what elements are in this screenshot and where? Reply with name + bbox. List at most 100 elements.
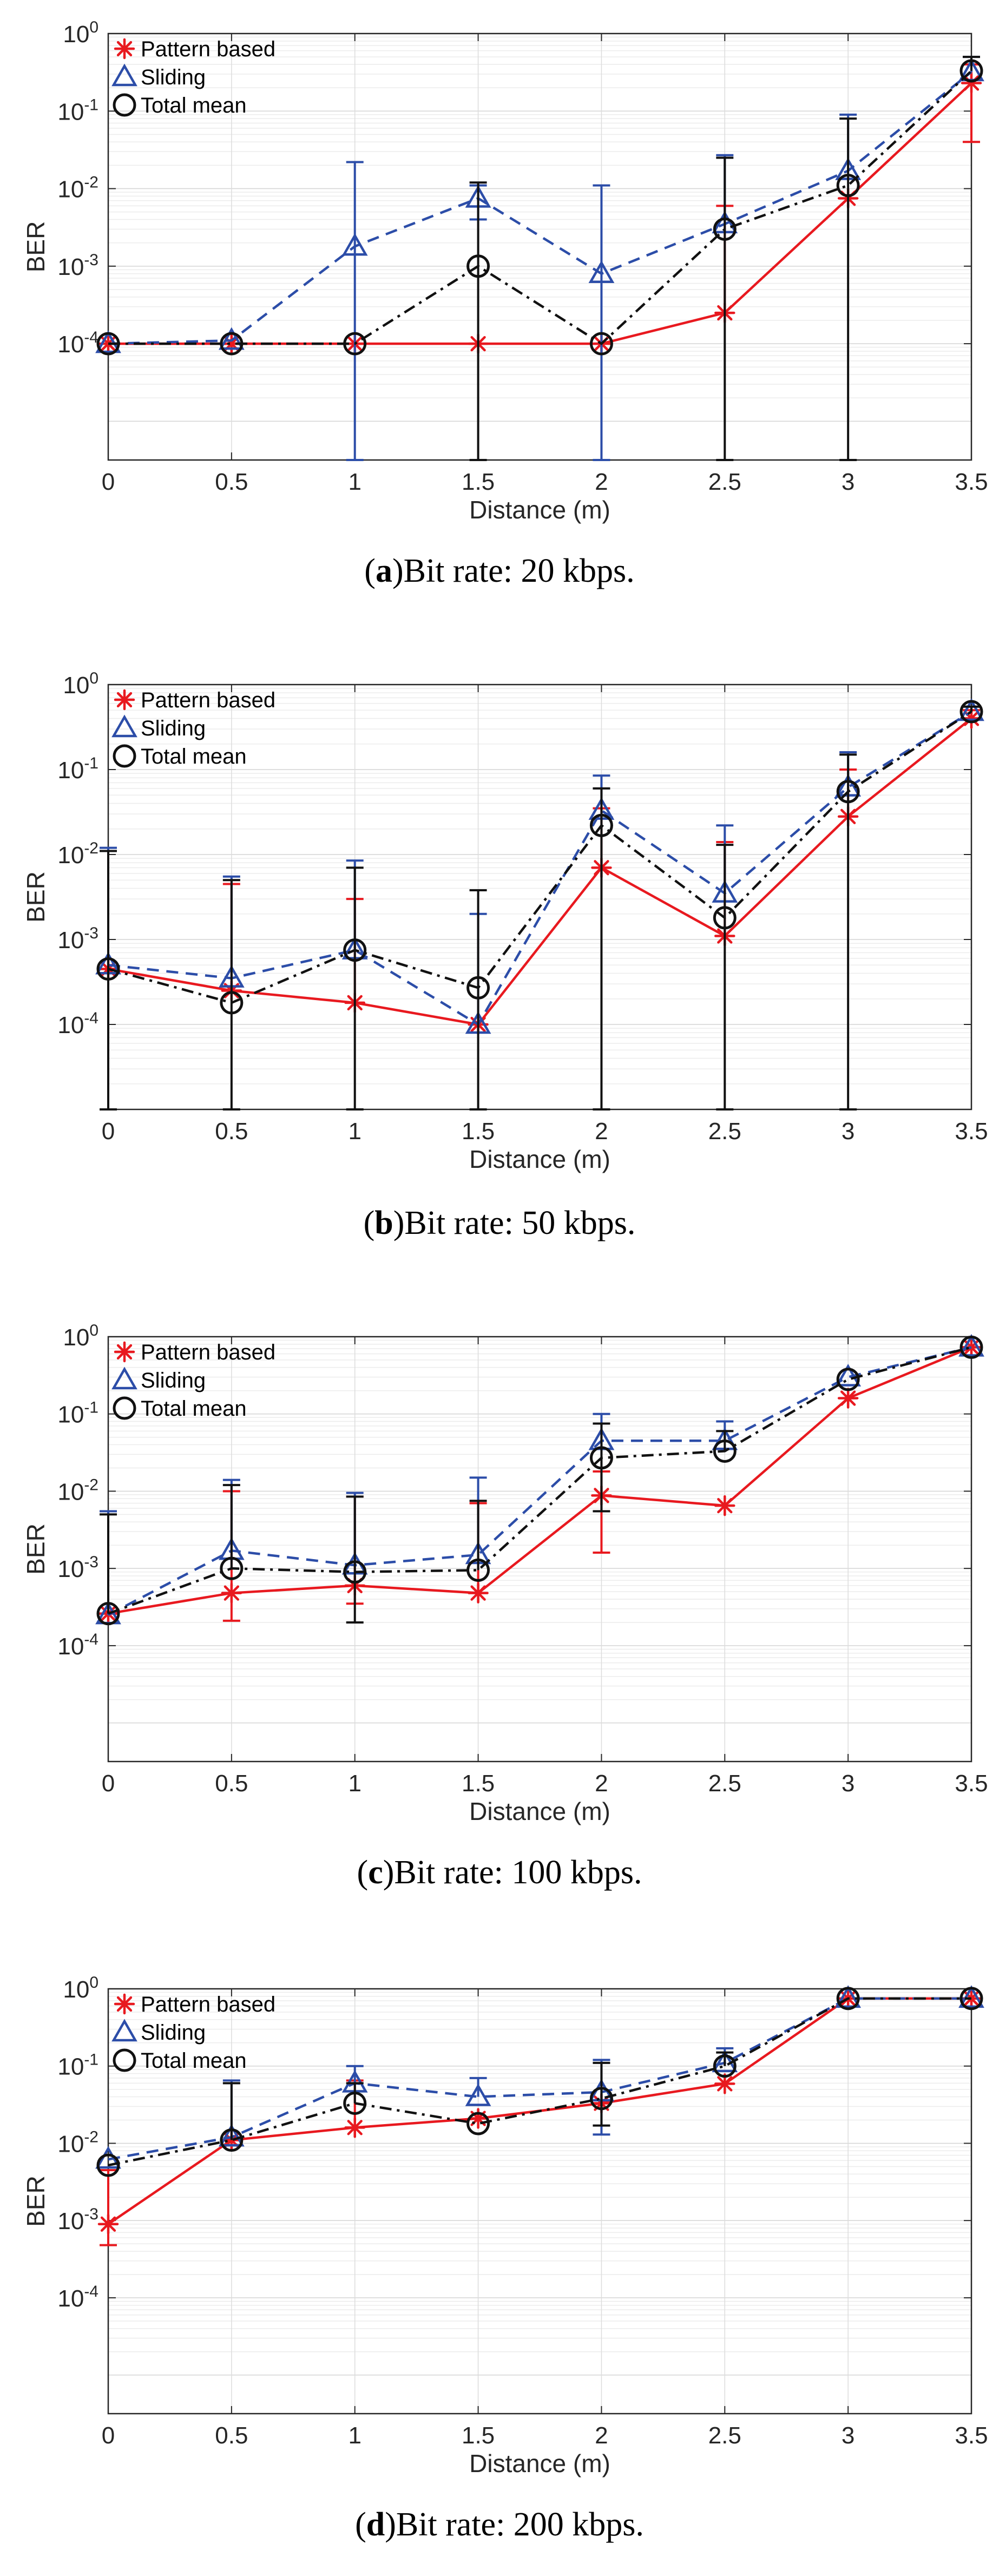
legend-marker	[114, 1341, 135, 1363]
y-tick-label: 100	[63, 1322, 98, 1351]
x-tick-label: 2	[595, 2422, 608, 2449]
x-tick-label: 3.5	[955, 2422, 988, 2449]
x-tick-label: 1	[348, 2422, 361, 2449]
data-point	[466, 2112, 490, 2135]
legend-label: Pattern based	[141, 1340, 275, 1364]
legend-item: Sliding	[111, 1366, 206, 1392]
data-point	[589, 332, 613, 356]
series-sliding	[95, 56, 984, 461]
legend-marker	[111, 714, 137, 738]
x-tick-label: 3	[842, 469, 855, 495]
data-point	[713, 1439, 737, 1463]
x-tick-label: 0.5	[215, 1770, 248, 1797]
data-point	[958, 698, 984, 721]
chart-caption: (a)Bit rate: 20 kbps.	[364, 553, 634, 589]
data-point	[97, 2213, 119, 2235]
x-tick-label: 1	[348, 1770, 361, 1797]
data-point	[588, 260, 615, 283]
x-tick-label: 2	[595, 1118, 608, 1145]
y-tick-label: 10-2	[57, 2128, 98, 2157]
y-tick-label: 10-1	[57, 754, 98, 784]
data-point	[341, 233, 368, 256]
legend-item: Pattern based	[114, 37, 275, 61]
x-tick-label: 3.5	[955, 1770, 988, 1797]
x-tick-label: 2.5	[708, 1118, 741, 1145]
data-point	[218, 2124, 245, 2147]
data-point	[835, 1364, 862, 1386]
legend-marker	[111, 2019, 137, 2042]
legend-item: Pattern based	[114, 688, 275, 712]
x-tick-label: 0	[102, 1118, 115, 1145]
chart-caption: (b)Bit rate: 50 kbps.	[364, 1205, 636, 1241]
plot-area	[108, 1989, 971, 2414]
data-point	[96, 332, 120, 356]
legend-marker	[114, 689, 135, 711]
data-point	[959, 1336, 983, 1359]
x-tick-label: 2.5	[708, 2422, 741, 2449]
y-tick-label: 10-2	[57, 174, 98, 203]
x-tick-label: 3	[842, 1770, 855, 1797]
data-point	[713, 217, 737, 241]
series-line	[108, 1997, 971, 2167]
x-tick-label: 3	[842, 1118, 855, 1145]
legend-item: Pattern based	[114, 1993, 275, 2016]
x-tick-label: 1.5	[462, 1118, 495, 1145]
legend-label: Sliding	[141, 1369, 206, 1392]
x-tick-label: 2	[595, 469, 608, 495]
x-tick-label: 3	[842, 2422, 855, 2449]
series-total-mean	[96, 700, 983, 1110]
legend-label: Sliding	[141, 717, 206, 740]
data-point	[218, 327, 245, 350]
x-tick-label: 0	[102, 2422, 115, 2449]
data-point	[96, 1602, 120, 1626]
y-tick-label: 100	[63, 1974, 98, 2003]
x-tick-label: 2	[595, 1770, 608, 1797]
x-tick-label: 1.5	[462, 1770, 495, 1797]
chart-caption: (c)Bit rate: 100 kbps.	[357, 1854, 642, 1891]
data-point	[835, 1985, 862, 2008]
legend-label: Total mean	[141, 94, 247, 117]
chart-panel-d: 0 0.5 1 1.5 2 2.5 3 3.5 10-4 10-3 10-2 10-1 100 Dista…	[22, 1974, 988, 2543]
y-axis-label: BER	[22, 221, 50, 273]
y-tick-label: 10-4	[57, 1009, 98, 1039]
legend-label: Pattern based	[141, 37, 275, 61]
data-point	[466, 976, 490, 1000]
series-total-mean	[96, 56, 983, 461]
y-tick-label: 10-1	[57, 1399, 98, 1428]
data-point	[958, 1333, 984, 1357]
x-axis-label: Distance (m)	[469, 496, 610, 524]
y-tick-label: 10-3	[57, 2205, 98, 2235]
y-axis-label: BER	[22, 871, 50, 923]
y-tick-label: 100	[63, 669, 98, 699]
y-tick-label: 10-4	[57, 1631, 98, 1660]
data-point	[714, 1495, 735, 1516]
legend-marker	[114, 38, 135, 60]
series-line	[108, 1346, 972, 1615]
y-tick-label: 10-2	[57, 839, 98, 869]
data-point	[344, 2117, 365, 2138]
series-line	[108, 70, 972, 345]
legend-label: Total mean	[141, 1397, 247, 1421]
x-tick-label: 0.5	[215, 1118, 248, 1145]
axes-frame	[107, 32, 972, 461]
series-line	[108, 717, 972, 1026]
legend-label: Sliding	[141, 65, 206, 89]
legend-item: Total mean	[113, 1396, 247, 1421]
chart-panel-b: 0 0.5 1 1.5 2 2.5 3 3.5 10-4 10-3 10-2 10-1 100 Dista…	[22, 669, 988, 1241]
x-tick-label: 2.5	[708, 469, 741, 495]
x-axis-label: Distance (m)	[469, 1145, 610, 1173]
data-point	[220, 332, 244, 356]
data-point	[343, 938, 367, 962]
legend-marker	[113, 1396, 136, 1420]
legend-label: Total mean	[141, 2049, 247, 2073]
data-point	[836, 174, 860, 198]
data-point	[959, 1987, 983, 2010]
grid	[108, 1336, 972, 1762]
plot-area	[108, 34, 971, 460]
series-line	[108, 711, 972, 1004]
plot-area	[108, 685, 971, 1109]
x-tick-label: 1.5	[462, 469, 495, 495]
data-point	[466, 254, 490, 278]
data-point	[343, 2091, 367, 2115]
